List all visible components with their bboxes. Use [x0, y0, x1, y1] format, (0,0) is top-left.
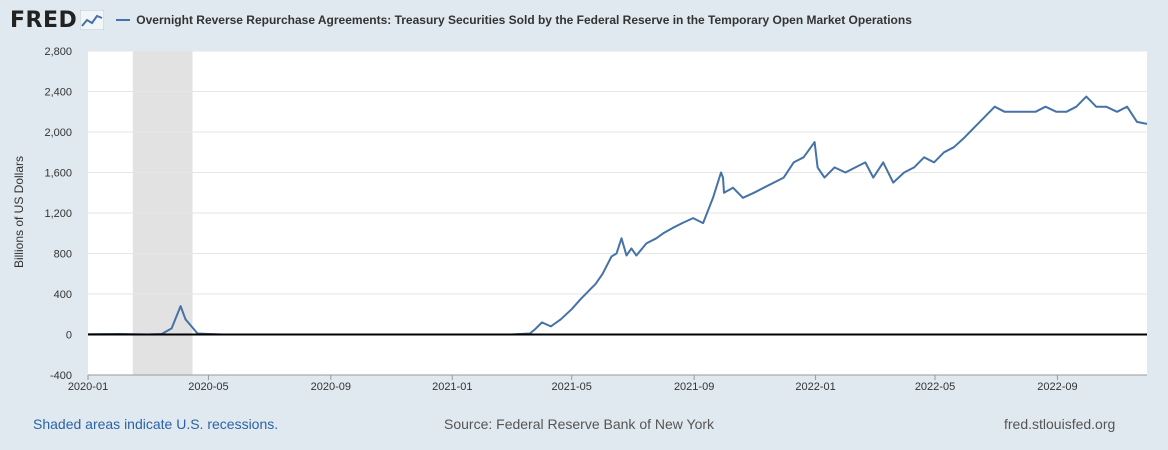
x-tick-label: 2022-01 — [795, 381, 835, 393]
fred-logo[interactable]: FRED — [10, 7, 105, 33]
recession-note: Shaded areas indicate U.S. recessions. — [33, 416, 279, 432]
source-note: Source: Federal Reserve Bank of New York — [444, 416, 715, 432]
y-tick-label: 1,200 — [44, 208, 72, 220]
y-tick-label: 1,600 — [44, 168, 72, 180]
y-tick-label: 800 — [54, 249, 72, 261]
y-tick-label: 2,400 — [44, 87, 72, 99]
chart-header: FRED Overnight Reverse Repurchase Agreem… — [10, 6, 912, 34]
x-tick-label: 2020-09 — [311, 381, 351, 393]
legend-swatch — [116, 19, 131, 21]
axis-layer: -400 0 400 800 1,200 1,600 2,000 2,400 2,800 2020… — [44, 46, 1147, 393]
y-tick-label: 2,000 — [44, 127, 72, 139]
chart-legend: Overnight Reverse Repurchase Agreements:… — [116, 13, 912, 27]
x-tick-label: 2021-01 — [432, 381, 472, 393]
x-tick-label: 2022-09 — [1037, 381, 1077, 393]
x-tick-label: 2020-01 — [68, 381, 108, 393]
fred-logo-text: FRED — [10, 7, 78, 33]
fred-site-link[interactable]: fred.stlouisfed.org — [1004, 416, 1116, 432]
fred-chart-icon — [80, 10, 105, 30]
x-tick-label: 2021-05 — [552, 381, 592, 393]
x-tick-label: 2020-05 — [188, 381, 228, 393]
legend-label: Overnight Reverse Repurchase Agreements:… — [136, 13, 912, 27]
x-tick-label: 2022-05 — [915, 381, 955, 393]
y-tick-label: 2,800 — [44, 46, 72, 58]
y-tick-label: 400 — [54, 289, 72, 301]
y-tick-label: 0 — [66, 330, 72, 342]
y-tick-label: -400 — [50, 370, 72, 382]
y-axis-label: Billions of US Dollars — [12, 155, 26, 269]
x-tick-label: 2021-09 — [674, 381, 714, 393]
chart-svg: -400 0 400 800 1,200 1,600 2,000 2,400 2,800 2020… — [44, 46, 1148, 393]
